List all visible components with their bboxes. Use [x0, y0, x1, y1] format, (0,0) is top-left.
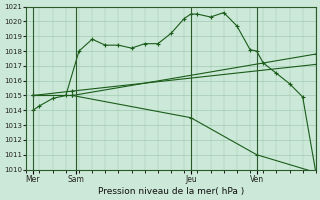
- X-axis label: Pression niveau de la mer( hPa ): Pression niveau de la mer( hPa ): [98, 187, 244, 196]
